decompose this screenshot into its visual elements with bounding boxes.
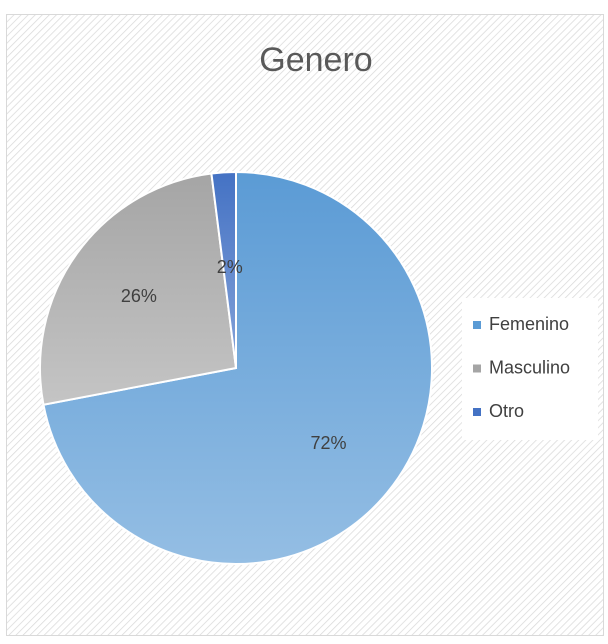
slice-shade [39,173,237,405]
data-label: 26% [121,286,157,306]
legend-swatch [473,408,481,416]
chart-title: Genero [259,41,372,79]
data-label: 2% [217,257,243,277]
legend-swatch [473,364,481,373]
legend-swatch [473,321,481,329]
legend-label: Masculino [489,357,570,377]
data-label: 72% [310,433,346,453]
legend-box [462,298,598,440]
legend-label: Femenino [489,314,569,334]
slice-shade [43,172,432,564]
legend-label: Otro [489,401,524,421]
slice-shade [211,172,236,368]
